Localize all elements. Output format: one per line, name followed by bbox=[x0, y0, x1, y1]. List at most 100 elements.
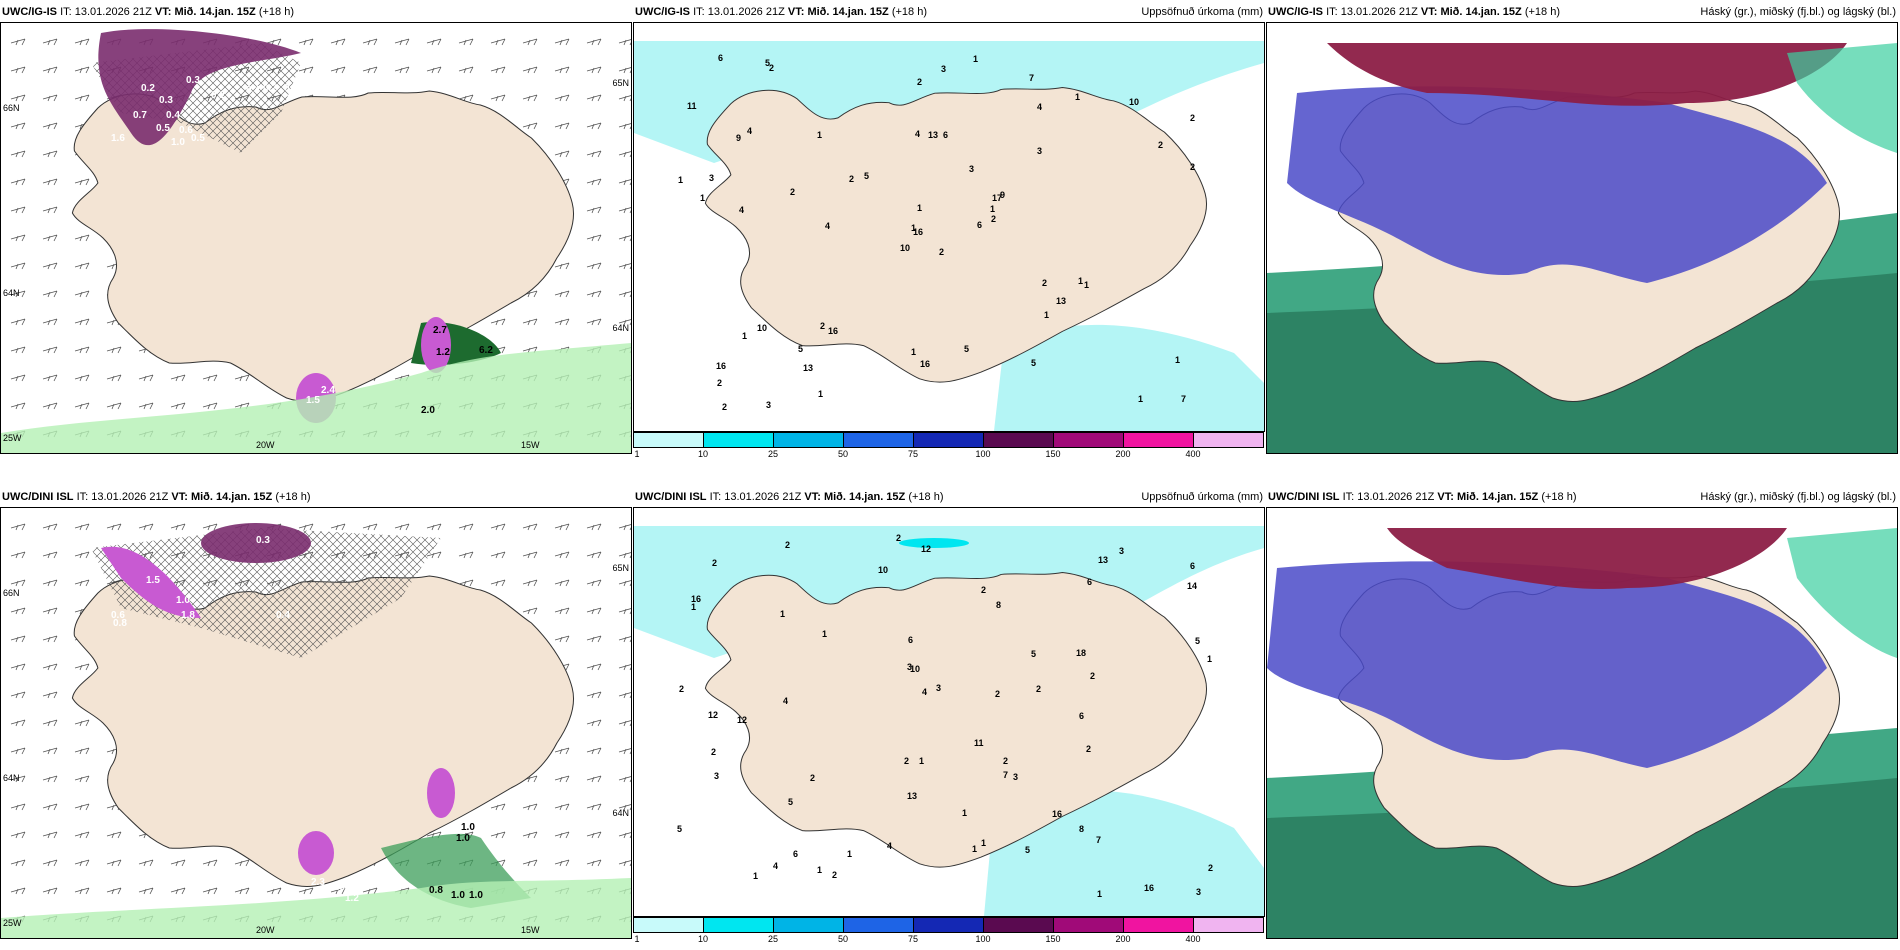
wind-barb bbox=[458, 66, 474, 74]
wind-barb bbox=[586, 290, 602, 298]
wind-barb bbox=[74, 374, 90, 382]
wind-barb bbox=[42, 635, 58, 643]
wind-barb bbox=[74, 178, 90, 186]
wind-barb bbox=[42, 775, 58, 783]
precip-value-label: 2 bbox=[917, 77, 922, 87]
precip-value-label: 7 bbox=[1096, 835, 1101, 845]
precip-value-label: 1 bbox=[990, 204, 995, 214]
precip-value-label: 1 bbox=[753, 871, 758, 881]
precip-map-svg: 2916161716764627421033431052131391421221… bbox=[634, 41, 1264, 431]
colorbar-tick-label: 50 bbox=[837, 934, 849, 944]
wind-barb bbox=[42, 150, 58, 158]
wind-barb bbox=[618, 636, 631, 643]
precip-value-label: 3 bbox=[766, 400, 771, 410]
wind-barb bbox=[42, 122, 58, 130]
precip-value-label: 2 bbox=[810, 773, 815, 783]
wind-barb bbox=[10, 635, 26, 643]
wind-value-labels: 0.30.60.81.51.81.00.42.3 1.31.21.00.8 1.0 1… bbox=[111, 535, 483, 904]
colorbar-swatch bbox=[1193, 917, 1264, 933]
colorbar-tick-label: 200 bbox=[1115, 934, 1131, 944]
wind-barb bbox=[10, 234, 26, 242]
precip-value-label: 12 bbox=[708, 710, 718, 720]
colorbar-tick-label: 400 bbox=[1185, 449, 1201, 459]
colorbar-swatch bbox=[703, 917, 774, 933]
wind-barb bbox=[490, 803, 506, 811]
wind-barb bbox=[42, 551, 58, 559]
wind-value-label: 0.2 bbox=[141, 83, 155, 94]
wind-barb bbox=[586, 150, 602, 158]
colorbar-swatch bbox=[843, 432, 914, 448]
wind-barb bbox=[554, 831, 570, 839]
precip-value-label: 7 bbox=[1181, 394, 1186, 404]
precip-value-label: 1 bbox=[1097, 889, 1102, 899]
wind-barb bbox=[554, 38, 570, 46]
wind-value-label: 0.3 bbox=[186, 75, 200, 86]
colorbar-swatch bbox=[703, 432, 774, 448]
precip-map-svg: 2121861616128633221151121113167141064222… bbox=[634, 526, 1264, 916]
wind-barb bbox=[42, 663, 58, 671]
left-axis-label: 66N bbox=[3, 103, 20, 113]
wind-barb bbox=[522, 579, 538, 587]
wind-barb bbox=[586, 831, 602, 839]
wind-barb bbox=[10, 122, 26, 130]
precip-value-label: 10 bbox=[757, 323, 767, 333]
colorbar: 1 10 25 50 75 100 150 200 400 bbox=[633, 917, 1264, 945]
precip-value-label: 6 bbox=[943, 130, 948, 140]
colorbar-tick-label: 400 bbox=[1185, 934, 1201, 944]
wind-barb bbox=[234, 887, 250, 895]
wind-barb bbox=[522, 523, 538, 531]
colorbar-tick-label: 200 bbox=[1115, 449, 1131, 459]
precip-value-label: 2 bbox=[832, 870, 837, 880]
wind-barb bbox=[74, 402, 90, 410]
wind-barb bbox=[586, 234, 602, 242]
colorbar-swatch bbox=[1053, 917, 1124, 933]
precip-value-label: 2 bbox=[1208, 863, 1213, 873]
wind-panel-bottom: UWC/DINI ISL IT: 13.01.2026 21Z VT: Mið.… bbox=[0, 485, 632, 947]
wind-barb bbox=[202, 523, 218, 531]
panel-title: UWC/IG-IS IT: 13.01.2026 21Z VT: Mið. 14… bbox=[635, 6, 927, 18]
colorbar-swatch bbox=[913, 917, 984, 933]
precip-value-label: 16 bbox=[1052, 809, 1062, 819]
wind-barb bbox=[42, 38, 58, 46]
wind-barb bbox=[74, 803, 90, 811]
rain-band bbox=[1, 343, 631, 453]
wind-value-label: 1.6 bbox=[111, 133, 125, 144]
wind-barb bbox=[170, 402, 186, 410]
wind-value-label: 1.0 bbox=[461, 822, 475, 833]
wind-barb bbox=[618, 151, 631, 158]
wind-barb bbox=[74, 234, 90, 242]
wind-barb bbox=[522, 803, 538, 811]
wind-value-label: 2.0 bbox=[421, 405, 435, 416]
precip-value-label: 16 bbox=[716, 361, 726, 371]
wind-barb bbox=[554, 150, 570, 158]
wind-barb bbox=[522, 38, 538, 46]
wind-barb bbox=[234, 859, 250, 867]
precip-value-label: 1 bbox=[817, 865, 822, 875]
wind-value-label: 0.5 bbox=[191, 133, 205, 144]
wind-barb bbox=[106, 523, 122, 531]
wind-value-label: 1.0 bbox=[469, 890, 483, 901]
wind-barb bbox=[42, 206, 58, 214]
precip-value-label: 1 bbox=[847, 849, 852, 859]
wind-barb bbox=[10, 374, 26, 382]
wind-barb bbox=[10, 803, 26, 811]
wind-barb bbox=[106, 859, 122, 867]
panel-title: UWC/IG-IS IT: 13.01.2026 21Z VT: Mið. 14… bbox=[1268, 6, 1560, 18]
precip-value-label: 2 bbox=[1158, 140, 1163, 150]
colorbar-swatch bbox=[633, 432, 704, 448]
wind-barb bbox=[394, 38, 410, 46]
wind-barb bbox=[522, 66, 538, 74]
wind-barb bbox=[74, 262, 90, 270]
colorbar-swatch bbox=[843, 917, 914, 933]
precip-value-label: 1 bbox=[1075, 92, 1080, 102]
wind-barb bbox=[74, 719, 90, 727]
wind-barb bbox=[298, 523, 314, 531]
wind-barb bbox=[522, 94, 538, 102]
colorbar-swatch bbox=[773, 917, 844, 933]
wind-map: 0.3 0.2 0.4 0.2 0.2 0.2 0.2 0.3 0.4 0.6 0.7 0.5 1.6 1… bbox=[0, 22, 632, 454]
wind-barb bbox=[618, 95, 631, 102]
wind-barb bbox=[42, 346, 58, 354]
wind-value-label: 1.5 bbox=[306, 395, 320, 406]
wind-value-label: 0.2 bbox=[301, 83, 315, 94]
precip-value-label: 1 bbox=[973, 54, 978, 64]
